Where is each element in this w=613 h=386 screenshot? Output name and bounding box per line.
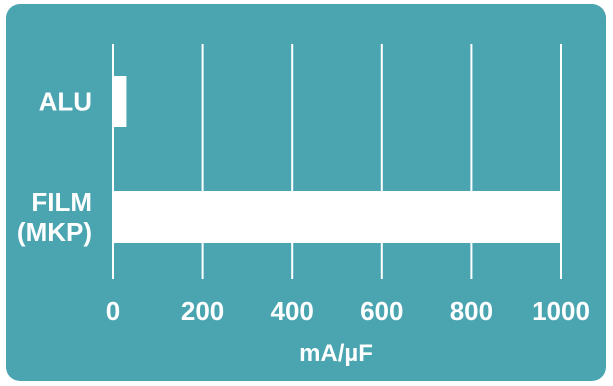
chart-panel: ALU FILM (MKP) 0 200 400 600 800 1000 mA/µF xyxy=(6,4,606,381)
bar-chart: ALU FILM(MKP) 0 200 400 600 800 1000 mA/µF xyxy=(6,4,606,381)
bars xyxy=(113,76,561,243)
bar xyxy=(113,76,127,127)
bar xyxy=(113,191,561,243)
x-tick-label: 800 xyxy=(450,296,493,326)
x-tick-label: 400 xyxy=(271,296,314,326)
x-tick-label: 200 xyxy=(181,296,224,326)
category-labels: ALU FILM(MKP) xyxy=(17,87,92,248)
category-label: FILM xyxy=(31,187,92,217)
x-tick-label: 600 xyxy=(360,296,403,326)
x-tick-label: 0 xyxy=(106,296,120,326)
x-tick-label: 1000 xyxy=(532,296,590,326)
x-axis-label: mA/µF xyxy=(299,340,373,367)
x-tick-labels: 0 200 400 600 800 1000 xyxy=(106,296,590,326)
category-label: (MKP) xyxy=(17,217,92,247)
category-label: ALU xyxy=(39,87,92,117)
